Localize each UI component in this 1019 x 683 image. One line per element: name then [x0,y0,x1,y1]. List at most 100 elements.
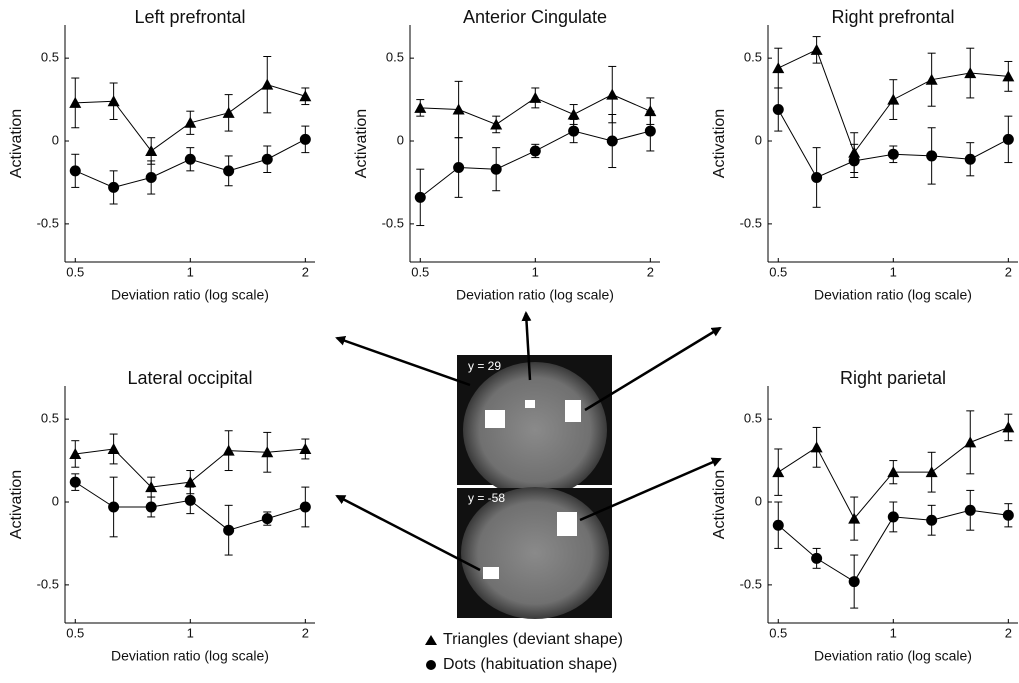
y-tick-label: -0.5 [740,215,762,230]
marker-dot [773,520,784,531]
marker-dot [645,126,656,137]
marker-triangle [772,466,784,477]
activation-blob [557,512,577,536]
marker-dot [185,495,196,506]
chart-title: Left prefrontal [134,7,245,27]
chart-title: Anterior Cingulate [463,7,607,27]
activation-blob [483,567,499,579]
brain-images: y = 29 y = -58 [457,355,612,619]
y-tick-label: 0.5 [744,411,762,426]
legend-triangle [425,635,437,645]
arrow [337,338,470,385]
y-axis-label: Activation [8,470,25,539]
y-tick-label: 0 [755,132,762,147]
y-tick-label: 0.5 [41,50,59,65]
chart: Anterior Cingulate Deviation ratio (log s… [353,7,660,303]
activation-blob [525,400,535,408]
chart-title: Right prefrontal [831,7,954,27]
marker-dot [568,126,579,137]
y-tick-label: -0.5 [37,215,59,230]
marker-dot [888,149,899,160]
figure: y = 29 y = -58 Triangles (deviant shape)… [0,0,1019,683]
chart-title: Lateral occipital [127,368,252,388]
x-axis-label: Deviation ratio (log scale) [814,648,972,664]
marker-triangle [299,90,311,101]
marker-dot [926,515,937,526]
marker-dot [773,104,784,115]
marker-dot [811,172,822,183]
marker-dot [888,511,899,522]
marker-dot [146,501,157,512]
y-tick-label: 0 [755,493,762,508]
x-tick-label: 2 [647,264,654,279]
legend-dot [426,660,436,670]
marker-dot [811,553,822,564]
marker-dot [223,525,234,536]
y-tick-label: -0.5 [37,576,59,591]
y-axis-label: Activation [8,109,25,178]
marker-triangle [299,443,311,454]
y-axis-label: Activation [353,109,370,178]
x-tick-label: 1 [187,625,194,640]
x-tick-label: 2 [302,625,309,640]
marker-dot [849,576,860,587]
marker-triangle [887,94,899,105]
marker-triangle [568,108,580,119]
y-tick-label: -0.5 [382,215,404,230]
marker-triangle [184,476,196,487]
x-tick-label: 0.5 [411,264,429,279]
y-tick-label: 0.5 [41,411,59,426]
slice-label: y = 29 [468,359,501,373]
marker-dot [491,164,502,175]
marker-dot [70,165,81,176]
x-tick-label: 1 [890,625,897,640]
marker-dot [965,505,976,516]
marker-triangle [145,145,157,156]
marker-dot [108,501,119,512]
x-axis-label: Deviation ratio (log scale) [456,287,614,303]
x-tick-label: 1 [890,264,897,279]
y-tick-label: 0.5 [744,50,762,65]
marker-dot [108,182,119,193]
marker-dot [926,150,937,161]
brain-shape [463,362,607,498]
marker-dot [262,513,273,524]
marker-dot [262,154,273,165]
marker-triangle [184,117,196,128]
legend-label: Triangles (deviant shape) [443,631,623,648]
marker-dot [70,477,81,488]
y-tick-label: 0 [52,132,59,147]
marker-dot [530,145,541,156]
x-tick-label: 1 [187,264,194,279]
marker-triangle [964,67,976,78]
slice-label: y = -58 [468,491,505,505]
chart: Lateral occipitalDeviation ratio (log sc… [8,368,315,664]
marker-triangle [964,436,976,447]
marker-triangle [223,107,235,118]
y-axis-label: Activation [711,109,728,178]
marker-triangle [811,44,823,55]
marker-dot [146,172,157,183]
activation-blob [565,400,581,422]
marker-triangle [414,102,426,113]
marker-triangle [772,62,784,73]
marker-triangle [261,79,273,90]
x-tick-label: 2 [1005,625,1012,640]
marker-dot [300,134,311,145]
marker-triangle [811,441,823,452]
marker-triangle [223,445,235,456]
marker-dot [1003,134,1014,145]
x-tick-label: 0.5 [66,625,84,640]
marker-triangle [108,443,120,454]
marker-dot [453,162,464,173]
y-axis-label: Activation [711,470,728,539]
marker-dot [223,165,234,176]
marker-dot [607,136,618,147]
marker-triangle [606,89,618,100]
y-tick-label: 0 [397,132,404,147]
brain-shape [461,487,609,619]
x-tick-label: 0.5 [769,625,787,640]
